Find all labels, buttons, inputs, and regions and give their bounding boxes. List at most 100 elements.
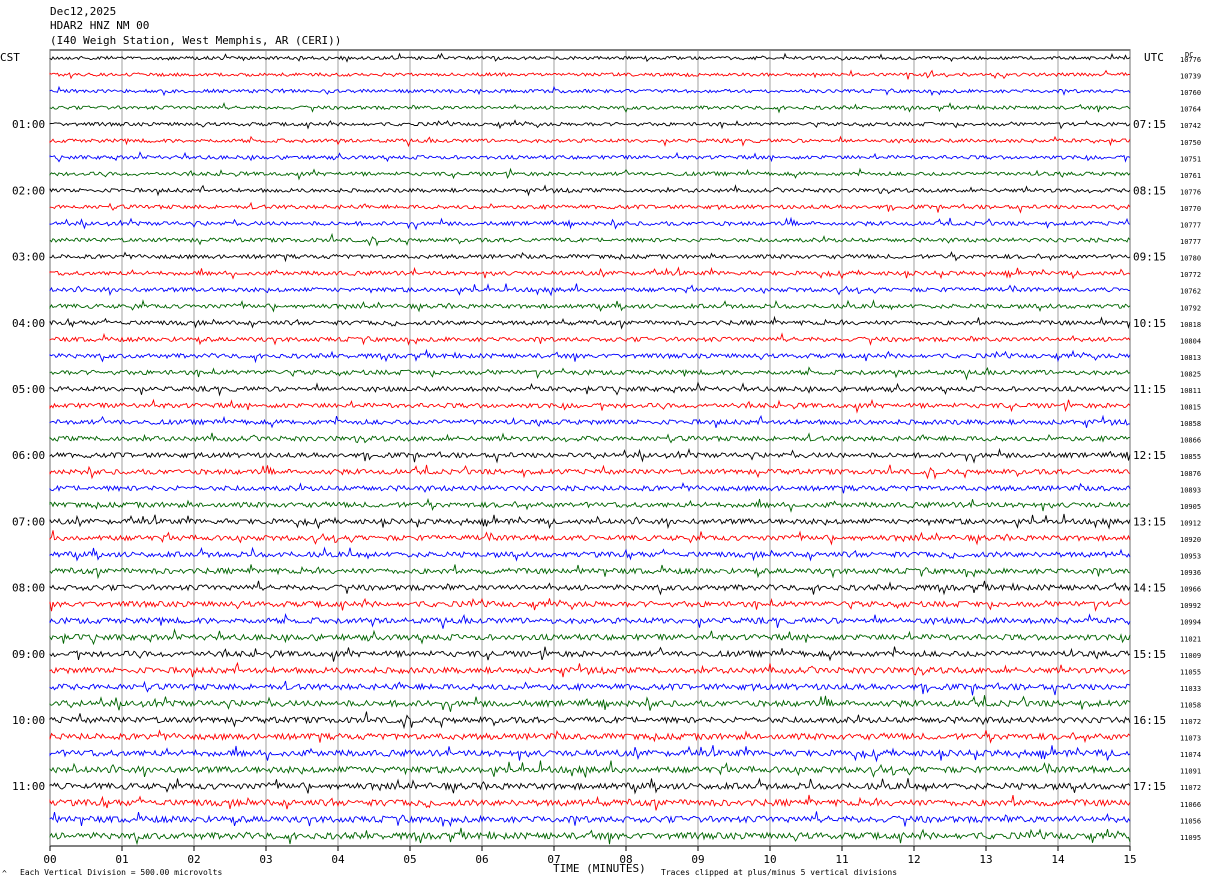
x-tick-label: 13 [979,853,992,866]
trace-line [49,794,1131,811]
trace-line [49,464,1131,480]
dc-offset-label: 10912 [1180,519,1201,527]
right-hour-label: 16:15 [1133,714,1166,727]
left-hour-label: 03:00 [12,251,45,264]
dc-offset-label: 11058 [1180,701,1201,709]
x-tick-label: 03 [259,853,272,866]
dc-offset-label: 10825 [1180,370,1201,378]
x-tick-label: 06 [475,853,488,866]
right-hour-label: 08:15 [1133,184,1166,197]
left-hour-label: 06:00 [12,449,45,462]
trace-line [49,184,1131,197]
station-location: (I40 Weigh Station, West Memphis, AR (CE… [50,34,342,47]
dc-offset-label: 10818 [1180,321,1201,329]
x-tick-label: 00 [43,853,56,866]
trace-line [49,447,1131,464]
trace-line [49,52,1131,63]
dc-offset-label: 10815 [1180,404,1201,412]
x-tick-label: 14 [1051,853,1065,866]
dc-offset-label: 10776 [1180,56,1201,64]
dc-offset-label: 10811 [1180,387,1201,395]
trace-line [49,201,1131,214]
trace-line [49,646,1131,662]
right-timezone-label: UTC [1144,51,1164,64]
dc-offset-label: 10764 [1180,106,1201,114]
x-tick-label: 02 [187,853,200,866]
trace-line [49,564,1131,580]
left-hour-label: 05:00 [12,383,45,396]
right-hour-label: 13:15 [1133,515,1166,528]
right-hour-label: 10:15 [1133,317,1166,330]
corner-mark: ^ [2,869,7,878]
dc-offset-label: 11066 [1180,801,1201,809]
x-tick-label: 04 [331,853,345,866]
left-timezone-label: CST [0,51,20,64]
left-hour-label: 11:00 [12,780,45,793]
trace-line [49,497,1131,513]
right-hour-label: 07:15 [1133,118,1166,131]
dc-offset-label: 10994 [1180,619,1201,627]
dc-offset-label: 11073 [1180,735,1201,743]
dc-offset-label: 10761 [1180,172,1201,180]
right-hour-label: 12:15 [1133,449,1166,462]
left-hour-label: 07:00 [12,515,45,528]
x-tick-label: 01 [115,853,128,866]
left-hour-label: 04:00 [12,317,45,330]
trace-line [49,432,1131,444]
dc-offset-label: 11072 [1180,718,1201,726]
x-tick-label: 15 [1123,853,1136,866]
dc-offset-label: 11072 [1180,784,1201,792]
trace-line [49,348,1131,364]
trace-line [49,613,1131,629]
x-tick-label: 05 [403,853,416,866]
x-tick-label: 12 [907,853,920,866]
dc-offset-label: 10804 [1180,337,1201,345]
dc-offset-label: 10858 [1180,420,1201,428]
left-hour-label: 08:00 [12,582,45,595]
trace-line [49,661,1131,678]
right-hour-label: 14:15 [1133,582,1166,595]
dc-offset-label: 10953 [1180,553,1201,561]
trace-line [49,482,1131,494]
trace-line [49,729,1131,744]
trace-line [49,119,1131,130]
x-tick-label: 10 [763,853,776,866]
dc-offset-label: 10780 [1180,255,1201,263]
dc-offset-label: 10905 [1180,503,1201,511]
dc-offset-label: 11095 [1180,834,1201,842]
dc-offset-label: 10770 [1180,205,1201,213]
dc-offset-label: 10855 [1180,453,1201,461]
x-tick-label: 09 [691,853,704,866]
trace-line [49,69,1131,80]
trace-line [49,530,1131,546]
dc-offset-label: 10876 [1180,470,1201,478]
dc-offset-label: 11055 [1180,668,1201,676]
trace-line [49,777,1131,795]
trace-line [49,332,1131,346]
plot-frame [49,49,1131,847]
dc-offset-label: 10751 [1180,155,1201,163]
dc-offset-label: 11091 [1180,768,1201,776]
trace-line [49,695,1131,712]
trace-line [49,628,1131,646]
trace-line [49,381,1131,397]
plot-date: Dec12,2025 [50,5,117,18]
dc-offset-label: 10813 [1180,354,1201,362]
dc-offset-label: 11033 [1180,685,1201,693]
dc-offset-label: 10777 [1180,238,1201,246]
trace-line [49,366,1131,381]
trace-line [49,167,1131,181]
right-hour-label: 15:15 [1133,648,1166,661]
trace-line [49,513,1131,530]
trace-line [49,135,1131,148]
trace-line [49,398,1131,414]
dc-offset-label: 10866 [1180,437,1201,445]
trace-line [49,250,1131,263]
dc-offset-label: 10742 [1180,122,1201,130]
grid-lines [49,49,1131,851]
clipping-note: Traces clipped at plus/minus 5 vertical … [661,868,898,877]
x-tick-label: 07 [547,853,560,866]
trace-line [49,546,1131,562]
trace-line [49,283,1131,297]
